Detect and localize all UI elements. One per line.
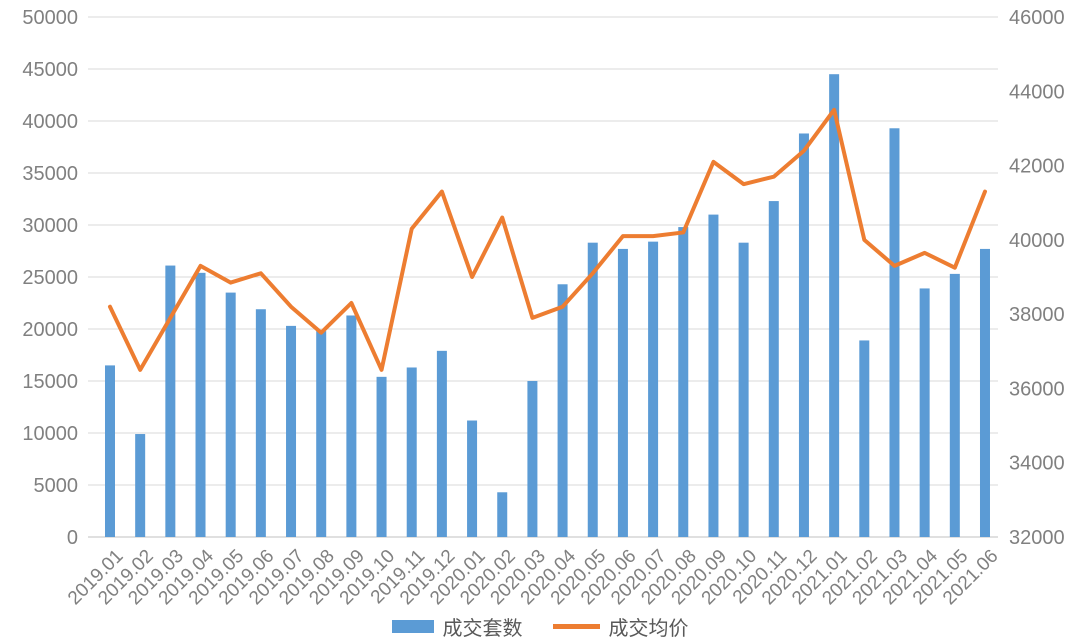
- y-right-tick-label: 44000: [1009, 81, 1065, 103]
- y-left-tick-label: 30000: [22, 215, 78, 237]
- bar-2019.07: [286, 325, 297, 537]
- bar-2019.02: [135, 434, 146, 537]
- y-right-tick-label: 32000: [1009, 527, 1065, 549]
- bar-2019.08: [316, 331, 327, 537]
- y-left-tick-label: 40000: [22, 111, 78, 133]
- combo-chart-canvas: 5000045000400003500030000250002000015000…: [22, 7, 1065, 609]
- line-series-swatch: [552, 624, 600, 629]
- bar-2020.09: [708, 214, 719, 537]
- bar-2021.06: [979, 248, 990, 538]
- bar-2021.05: [949, 273, 960, 537]
- bar-2020.06: [617, 248, 628, 538]
- y-right-tick-label: 46000: [1009, 7, 1065, 29]
- bar-2019.06: [255, 309, 266, 537]
- y-left-tick-label: 45000: [22, 59, 78, 81]
- bar-2019.10: [376, 376, 387, 537]
- bar-2019.01: [105, 365, 115, 537]
- bar-2021.01: [829, 74, 840, 537]
- y-left-tick-label: 15000: [22, 371, 78, 393]
- y-right-tick-label: 42000: [1009, 156, 1065, 178]
- bar-2019.09: [346, 315, 357, 537]
- bar-2020.03: [527, 381, 538, 537]
- bar-2021.03: [889, 128, 900, 537]
- bar-2020.04: [557, 284, 568, 537]
- bar-2021.04: [919, 288, 930, 537]
- bar-series-swatch: [391, 620, 434, 633]
- y-left-tick-label: 10000: [22, 423, 78, 445]
- y-left-tick-label: 25000: [22, 267, 78, 289]
- legend: 成交套数 成交均价: [0, 612, 1080, 641]
- bar-2020.12: [798, 133, 809, 538]
- bar-2019.04: [195, 272, 206, 537]
- line-series-label: 成交均价: [608, 618, 689, 640]
- y-right-tick-label: 36000: [1009, 378, 1065, 400]
- legend-item-line-series: 成交均价: [552, 612, 689, 641]
- y-left-tick-label: 20000: [22, 319, 78, 341]
- bar-2020.07: [648, 241, 659, 537]
- bar-2020.10: [738, 242, 749, 537]
- y-left-tick-label: 50000: [22, 7, 78, 29]
- y-right-tick-label: 40000: [1009, 230, 1065, 252]
- bar-series-label: 成交套数: [442, 618, 523, 640]
- bar-2021.02: [859, 340, 870, 537]
- y-left-tick-label: 35000: [22, 163, 78, 185]
- price-line: [108, 107, 987, 372]
- bar-2019.03: [165, 265, 176, 537]
- bar-2019.12: [436, 350, 447, 537]
- y-right-tick-label: 38000: [1009, 304, 1065, 326]
- y-left-tick-label: 5000: [34, 475, 79, 497]
- bar-2020.01: [467, 420, 478, 537]
- bar-2020.02: [497, 492, 508, 537]
- legend-item-bar-series: 成交套数: [391, 612, 523, 641]
- bar-2020.08: [678, 227, 689, 537]
- bar-2020.11: [768, 201, 779, 537]
- y-right-tick-label: 34000: [1009, 453, 1065, 475]
- y-left-tick-label: 0: [67, 527, 78, 549]
- bar-2019.05: [225, 292, 236, 537]
- bar-2019.11: [406, 367, 417, 537]
- bar-2020.05: [587, 242, 598, 537]
